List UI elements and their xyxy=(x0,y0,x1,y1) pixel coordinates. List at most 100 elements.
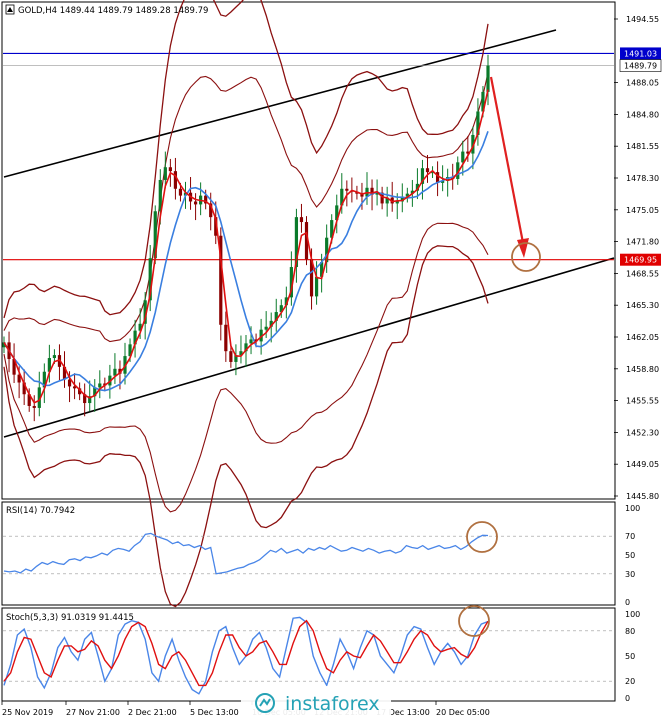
stoch-tick-label: 50 xyxy=(625,652,635,661)
candle-body xyxy=(239,351,243,356)
time-tick-label: 27 Nov 21:00 xyxy=(66,708,120,717)
channel-upper-line xyxy=(3,29,557,178)
price-tick-label: 1465.30 xyxy=(626,301,659,310)
candle-body xyxy=(113,368,117,376)
candle-body xyxy=(62,366,67,380)
stoch-label: Stoch(5,3,3) 91.0319 91.4415 xyxy=(6,613,134,623)
price-tick-label: 1494.55 xyxy=(626,15,659,24)
rsi-tick-label: 0 xyxy=(625,598,630,607)
candle-body xyxy=(2,342,6,348)
candle-body xyxy=(173,171,178,189)
candle-body xyxy=(219,235,223,325)
rsi-plot xyxy=(3,521,614,575)
candle-body xyxy=(229,351,233,362)
candle-body xyxy=(340,188,344,206)
candle-body xyxy=(304,222,309,260)
rsi-label: RSI(14) 70.7942 xyxy=(6,506,75,516)
rsi-tick-label: 50 xyxy=(625,551,635,560)
resistance-tag xyxy=(620,47,661,60)
instaforex-logo-icon xyxy=(255,693,275,713)
price-tick-label: 1462.05 xyxy=(626,333,659,342)
price-plot xyxy=(2,0,615,608)
symbol-header: GOLD,H4 1489.44 1489.79 1489.28 1489.79 xyxy=(5,4,208,16)
candle-body xyxy=(294,217,299,268)
candle-body xyxy=(259,329,263,342)
time-tick-label: 17 Dec 13:00 xyxy=(376,708,430,717)
candle-body xyxy=(375,192,379,195)
price-tick-label: 1452.30 xyxy=(626,428,659,437)
candle-body xyxy=(168,167,172,172)
stoch-plot xyxy=(3,605,614,695)
candle-body xyxy=(118,368,122,374)
candle-body xyxy=(289,267,293,298)
bollinger-lower xyxy=(3,222,489,513)
stoch-signal-line xyxy=(3,619,489,687)
triangle-icon xyxy=(7,7,13,12)
candle-body xyxy=(360,193,364,197)
price-tick-label: 1481.55 xyxy=(626,142,659,151)
candle-body xyxy=(224,324,228,352)
ema-red-line xyxy=(3,89,489,404)
time-tick-label: 2 Dec 21:00 xyxy=(128,708,177,717)
candle-body xyxy=(314,276,319,297)
stoch-tick-label: 0 xyxy=(625,694,630,703)
candle-body xyxy=(299,217,304,223)
candle-body xyxy=(88,396,92,404)
price-tick-label: 1445.80 xyxy=(626,492,659,501)
candle-body xyxy=(214,217,218,236)
rsi-line xyxy=(3,532,489,575)
candle-body xyxy=(148,258,152,301)
candle-body xyxy=(461,151,465,163)
candle-body xyxy=(385,197,389,204)
support-tag-label: 1469.95 xyxy=(624,256,657,265)
price-tick-label: 1484.80 xyxy=(626,110,659,119)
candle-body xyxy=(309,259,314,297)
candle-body xyxy=(78,388,82,395)
candle-body xyxy=(420,168,425,184)
current-price-tag xyxy=(619,59,662,72)
resistance-tag-label: 1491.03 xyxy=(624,49,657,58)
candle-body xyxy=(47,358,51,372)
candle-body xyxy=(284,297,288,306)
candle-body xyxy=(441,180,445,183)
rsi-tick-label: 100 xyxy=(625,504,640,513)
candle-body xyxy=(52,355,57,359)
candle-body xyxy=(133,330,137,345)
current-price-tag-label: 1489.79 xyxy=(624,62,657,71)
candle-body xyxy=(279,305,283,313)
price-tick-label: 1488.05 xyxy=(626,79,659,88)
candle-body xyxy=(320,262,324,277)
rsi-tick-label: 30 xyxy=(625,570,635,579)
time-tick-label: 25 Nov 2019 xyxy=(2,708,53,717)
candle-body xyxy=(435,172,440,183)
time-tick-label: 20 Dec 05:00 xyxy=(436,708,490,717)
candle-body xyxy=(405,193,409,197)
symbol-info: GOLD,H4 1489.44 1489.79 1489.28 1489.79 xyxy=(18,6,208,16)
stoch-tick-label: 100 xyxy=(625,610,640,619)
candle-body xyxy=(138,323,142,331)
candle-body xyxy=(17,374,21,383)
price-tick-label: 1471.80 xyxy=(626,238,659,247)
candle-body xyxy=(425,168,430,173)
target-circle xyxy=(511,242,541,272)
stoch-tick-label: 20 xyxy=(625,677,635,686)
candle-body xyxy=(204,195,208,204)
candle-body xyxy=(274,312,278,321)
rsi-panel xyxy=(1,501,616,606)
candle-body xyxy=(22,382,26,395)
candle-body xyxy=(143,300,147,324)
bollinger-upper xyxy=(3,72,489,343)
candle-body xyxy=(183,192,188,196)
price-tick-label: 1475.05 xyxy=(626,206,659,215)
candle-body xyxy=(410,190,414,194)
candle-body xyxy=(486,65,490,92)
rsi-circle xyxy=(466,521,498,553)
candle-body xyxy=(370,187,374,195)
candle-body xyxy=(481,91,485,112)
candle-body xyxy=(335,205,339,221)
candle-body xyxy=(158,179,162,212)
watermark-text: instaforex xyxy=(285,693,380,715)
candle-body xyxy=(98,383,102,388)
header-icon xyxy=(5,4,15,15)
candle-body xyxy=(244,343,248,352)
